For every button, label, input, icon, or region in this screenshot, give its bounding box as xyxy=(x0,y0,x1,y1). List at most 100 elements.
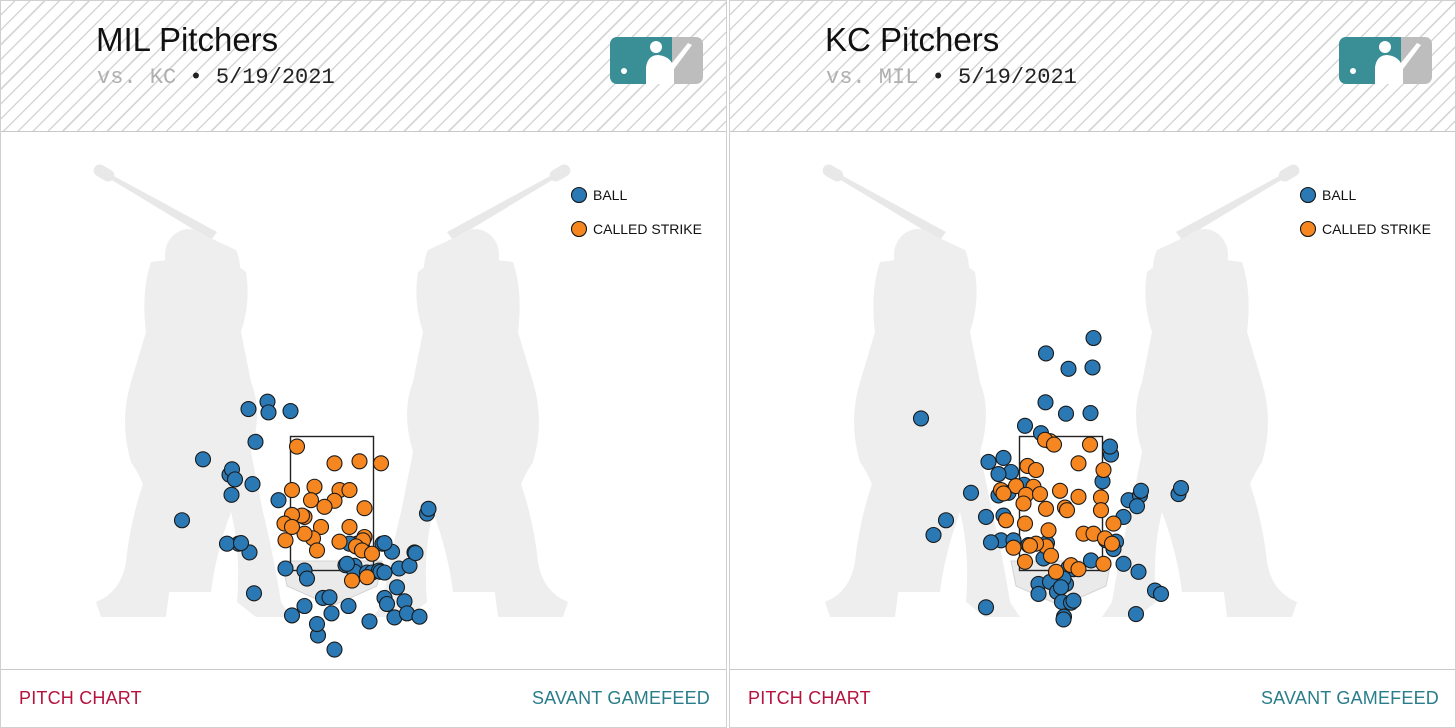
ball-pitch-point[interactable] xyxy=(995,449,1012,466)
called-strike-pitch-point[interactable] xyxy=(1040,522,1057,539)
ball-pitch-point[interactable] xyxy=(226,471,244,488)
called-strike-pitch-point[interactable] xyxy=(306,478,323,495)
called-strike-pitch-point[interactable] xyxy=(1095,555,1112,572)
ball-pitch-point[interactable] xyxy=(1128,498,1146,515)
ball-pitch-point[interactable] xyxy=(296,597,313,615)
ball-pitch-point[interactable] xyxy=(1082,404,1099,422)
ball-pitch-point[interactable] xyxy=(282,402,299,420)
called-strike-pitch-point[interactable] xyxy=(351,453,368,470)
ball-pitch-point[interactable] xyxy=(1052,579,1070,596)
ball-pitch-point[interactable] xyxy=(977,508,995,525)
ball-pitch-point[interactable] xyxy=(1055,611,1072,628)
called-strike-pitch-point[interactable] xyxy=(1031,486,1049,503)
called-strike-pitch-point[interactable] xyxy=(358,569,376,586)
called-strike-pitch-point[interactable] xyxy=(308,542,326,559)
called-strike-pitch-point[interactable] xyxy=(1027,461,1045,479)
ball-pitch-point[interactable] xyxy=(218,535,236,552)
called-strike-pitch-point[interactable] xyxy=(1103,535,1121,552)
called-strike-pitch-point[interactable] xyxy=(316,498,333,515)
ball-pitch-point[interactable] xyxy=(378,595,396,613)
ball-pitch-point[interactable] xyxy=(340,597,357,615)
ball-pitch-point[interactable] xyxy=(323,605,340,622)
ball-pitch-point[interactable] xyxy=(1101,438,1119,455)
called-strike-pitch-point[interactable] xyxy=(1070,488,1087,505)
called-strike-pitch-point[interactable] xyxy=(1081,436,1099,453)
called-strike-pitch-point[interactable] xyxy=(283,518,301,536)
ball-pitch-point[interactable] xyxy=(361,613,378,630)
called-strike-pitch-point[interactable] xyxy=(1042,547,1060,564)
called-strike-pitch-point[interactable] xyxy=(341,518,358,536)
ball-pitch-point[interactable] xyxy=(240,400,257,418)
called-strike-pitch-point[interactable] xyxy=(277,532,294,549)
ball-pitch-point[interactable] xyxy=(1037,394,1054,411)
ball-pitch-point[interactable] xyxy=(298,570,316,587)
ball-pitch-point[interactable] xyxy=(1030,585,1047,603)
ball-pitch-point[interactable] xyxy=(1115,555,1132,572)
called-strike-pitch-point[interactable] xyxy=(1016,515,1034,532)
ball-pitch-point[interactable] xyxy=(1130,563,1147,580)
ball-pitch-point[interactable] xyxy=(232,534,250,552)
called-strike-pitch-point[interactable] xyxy=(312,518,330,536)
called-strike-pitch-point[interactable] xyxy=(341,482,358,499)
ball-pitch-point[interactable] xyxy=(1060,360,1077,377)
ball-pitch-point[interactable] xyxy=(937,512,955,529)
called-strike-pitch-point[interactable] xyxy=(1047,563,1065,580)
ball-pitch-point[interactable] xyxy=(411,608,428,625)
called-strike-pitch-point[interactable] xyxy=(1005,539,1022,556)
ball-pitch-point[interactable] xyxy=(283,607,301,624)
called-strike-pitch-point[interactable] xyxy=(296,525,313,542)
ball-pitch-point[interactable] xyxy=(1127,605,1145,623)
ball-pitch-point[interactable] xyxy=(277,560,294,577)
called-strike-pitch-point[interactable] xyxy=(1016,553,1034,570)
called-strike-pitch-point[interactable] xyxy=(356,500,373,517)
ball-pitch-point[interactable] xyxy=(245,585,263,602)
called-strike-pitch-point[interactable] xyxy=(1045,436,1063,453)
called-strike-pitch-point[interactable] xyxy=(1058,502,1076,519)
ball-pitch-point[interactable] xyxy=(925,526,942,544)
ball-pitch-point[interactable] xyxy=(982,534,1000,551)
called-strike-pitch-point[interactable] xyxy=(283,482,301,499)
called-strike-pitch-point[interactable] xyxy=(997,512,1015,529)
ball-pitch-point[interactable] xyxy=(308,616,326,633)
ball-pitch-point[interactable] xyxy=(260,404,277,421)
called-strike-pitch-point[interactable] xyxy=(343,572,361,589)
ball-pitch-point[interactable] xyxy=(1057,405,1075,422)
called-strike-pitch-point[interactable] xyxy=(1037,500,1055,517)
called-strike-pitch-point[interactable] xyxy=(995,485,1012,502)
ball-pitch-point[interactable] xyxy=(1132,482,1150,499)
ball-pitch-point[interactable] xyxy=(420,500,437,517)
savant-gamefeed-link[interactable]: SAVANT GAMEFEED xyxy=(1260,688,1439,708)
called-strike-pitch-point[interactable] xyxy=(288,438,306,455)
called-strike-pitch-point[interactable] xyxy=(1105,515,1122,532)
ball-pitch-point[interactable] xyxy=(194,451,212,468)
called-strike-pitch-point[interactable] xyxy=(1021,537,1039,554)
ball-pitch-point[interactable] xyxy=(962,484,980,501)
ball-pitch-point[interactable] xyxy=(990,465,1007,483)
ball-pitch-point[interactable] xyxy=(376,534,393,552)
ball-pitch-point[interactable] xyxy=(1037,345,1055,362)
ball-pitch-point[interactable] xyxy=(1065,592,1082,609)
called-strike-pitch-point[interactable] xyxy=(1070,561,1087,578)
ball-pitch-point[interactable] xyxy=(980,453,997,471)
called-strike-pitch-point[interactable] xyxy=(372,455,390,472)
pitch-chart-link[interactable]: PITCH CHART xyxy=(748,688,871,708)
ball-pitch-point[interactable] xyxy=(270,492,287,509)
ball-pitch-point[interactable] xyxy=(1016,417,1034,434)
ball-pitch-point[interactable] xyxy=(407,545,424,562)
savant-gamefeed-link[interactable]: SAVANT GAMEFEED xyxy=(531,688,710,708)
called-strike-pitch-point[interactable] xyxy=(363,545,381,562)
ball-pitch-point[interactable] xyxy=(247,433,264,450)
called-strike-pitch-point[interactable] xyxy=(1015,495,1032,512)
ball-pitch-point[interactable] xyxy=(173,512,191,529)
called-strike-pitch-point[interactable] xyxy=(302,492,320,509)
ball-pitch-point[interactable] xyxy=(977,599,995,616)
called-strike-pitch-point[interactable] xyxy=(1095,461,1112,479)
ball-pitch-point[interactable] xyxy=(1085,329,1102,347)
ball-pitch-point[interactable] xyxy=(1084,359,1101,376)
called-strike-pitch-point[interactable] xyxy=(1051,482,1069,499)
ball-pitch-point[interactable] xyxy=(321,589,338,606)
ball-pitch-point[interactable] xyxy=(388,579,406,596)
called-strike-pitch-point[interactable] xyxy=(331,533,348,550)
called-strike-pitch-point[interactable] xyxy=(326,455,343,472)
ball-pitch-point[interactable] xyxy=(244,476,261,493)
